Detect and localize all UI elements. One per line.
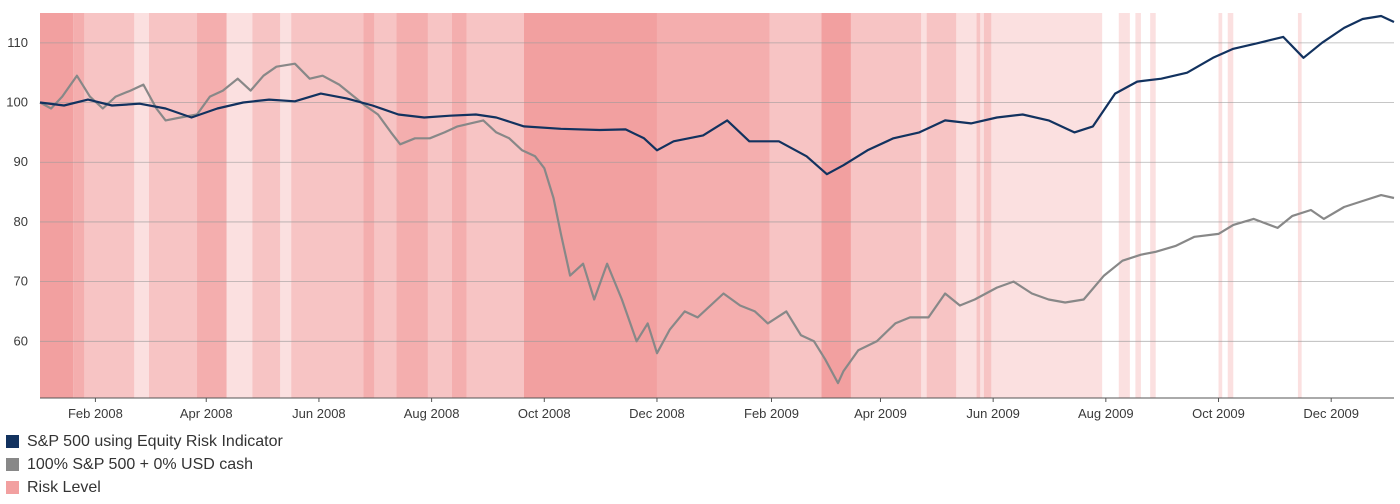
risk-band (1150, 13, 1156, 398)
x-tick-label: Apr 2009 (854, 406, 907, 421)
risk-band (821, 13, 851, 398)
legend-item-strategy: S&P 500 using Equity Risk Indicator (6, 430, 283, 453)
x-tick-label: Jun 2008 (292, 406, 346, 421)
risk-level-bands (40, 13, 1302, 398)
legend-label-benchmark: 100% S&P 500 + 0% USD cash (27, 455, 254, 473)
risk-band (466, 13, 524, 398)
risk-band (40, 13, 74, 398)
y-tick-label: 90 (14, 154, 28, 169)
risk-band (921, 13, 927, 398)
y-tick-label: 60 (14, 333, 28, 348)
risk-band (926, 13, 957, 398)
risk-band (396, 13, 428, 398)
x-tick-label: Feb 2009 (744, 406, 799, 421)
risk-band (84, 13, 135, 398)
risk-band (427, 13, 452, 398)
risk-band (197, 13, 227, 398)
risk-band (374, 13, 397, 398)
legend-item-benchmark: 100% S&P 500 + 0% USD cash (6, 453, 283, 476)
x-tick-label: Oct 2009 (1192, 406, 1245, 421)
risk-band (1218, 13, 1223, 398)
axes: 60 70 80 90 100 110 Feb 2008 Apr 2008 Jun 2008 Au… (6, 35, 1394, 421)
legend-swatch-risk-level (6, 481, 19, 494)
legend-label-risk-level: Risk Level (27, 478, 101, 496)
series-lines (39, 14, 1395, 385)
risk-band (280, 13, 292, 398)
risk-band (134, 13, 149, 398)
y-tick-label: 110 (7, 35, 28, 50)
y-tick-label: 80 (14, 214, 28, 229)
risk-band (850, 13, 922, 398)
gridlines (40, 42, 1394, 342)
y-tick-label: 70 (14, 274, 28, 289)
x-tick-label: Jun 2009 (966, 406, 1020, 421)
risk-band (451, 13, 467, 398)
risk-band (252, 13, 281, 398)
risk-band (656, 13, 770, 398)
risk-band (1297, 13, 1302, 398)
legend-swatch-strategy (6, 435, 19, 448)
x-tick-label: Dec 2008 (629, 406, 685, 421)
risk-band (1118, 13, 1130, 398)
strategy-line (39, 14, 1395, 176)
risk-band (363, 13, 375, 398)
risk-band (148, 13, 198, 398)
y-tick-label: 100 (6, 95, 28, 110)
x-tick-label: Aug 2008 (404, 406, 460, 421)
risk-band (73, 13, 85, 398)
risk-band (1227, 13, 1234, 398)
risk-band (980, 13, 984, 398)
x-tick-label: Feb 2008 (68, 406, 123, 421)
x-tick-label: Dec 2009 (1303, 406, 1359, 421)
chart-area: 60 70 80 90 100 110 Feb 2008 Apr 2008 Jun 2008 Au… (6, 13, 1395, 421)
risk-band (956, 13, 977, 398)
risk-band (991, 13, 1103, 398)
x-tick-label: Aug 2009 (1078, 406, 1134, 421)
legend: S&P 500 using Equity Risk Indicator 100%… (6, 430, 283, 499)
legend-item-risk-level: Risk Level (6, 476, 283, 499)
risk-band (1135, 13, 1141, 398)
legend-swatch-benchmark (6, 458, 19, 471)
risk-band (976, 13, 981, 398)
x-tick-label: Apr 2008 (180, 406, 233, 421)
benchmark-line (39, 62, 1395, 385)
risk-band (226, 13, 253, 398)
risk-band (769, 13, 822, 398)
x-tick-label: Oct 2008 (518, 406, 571, 421)
legend-label-strategy: S&P 500 using Equity Risk Indicator (27, 432, 283, 450)
risk-band (983, 13, 992, 398)
